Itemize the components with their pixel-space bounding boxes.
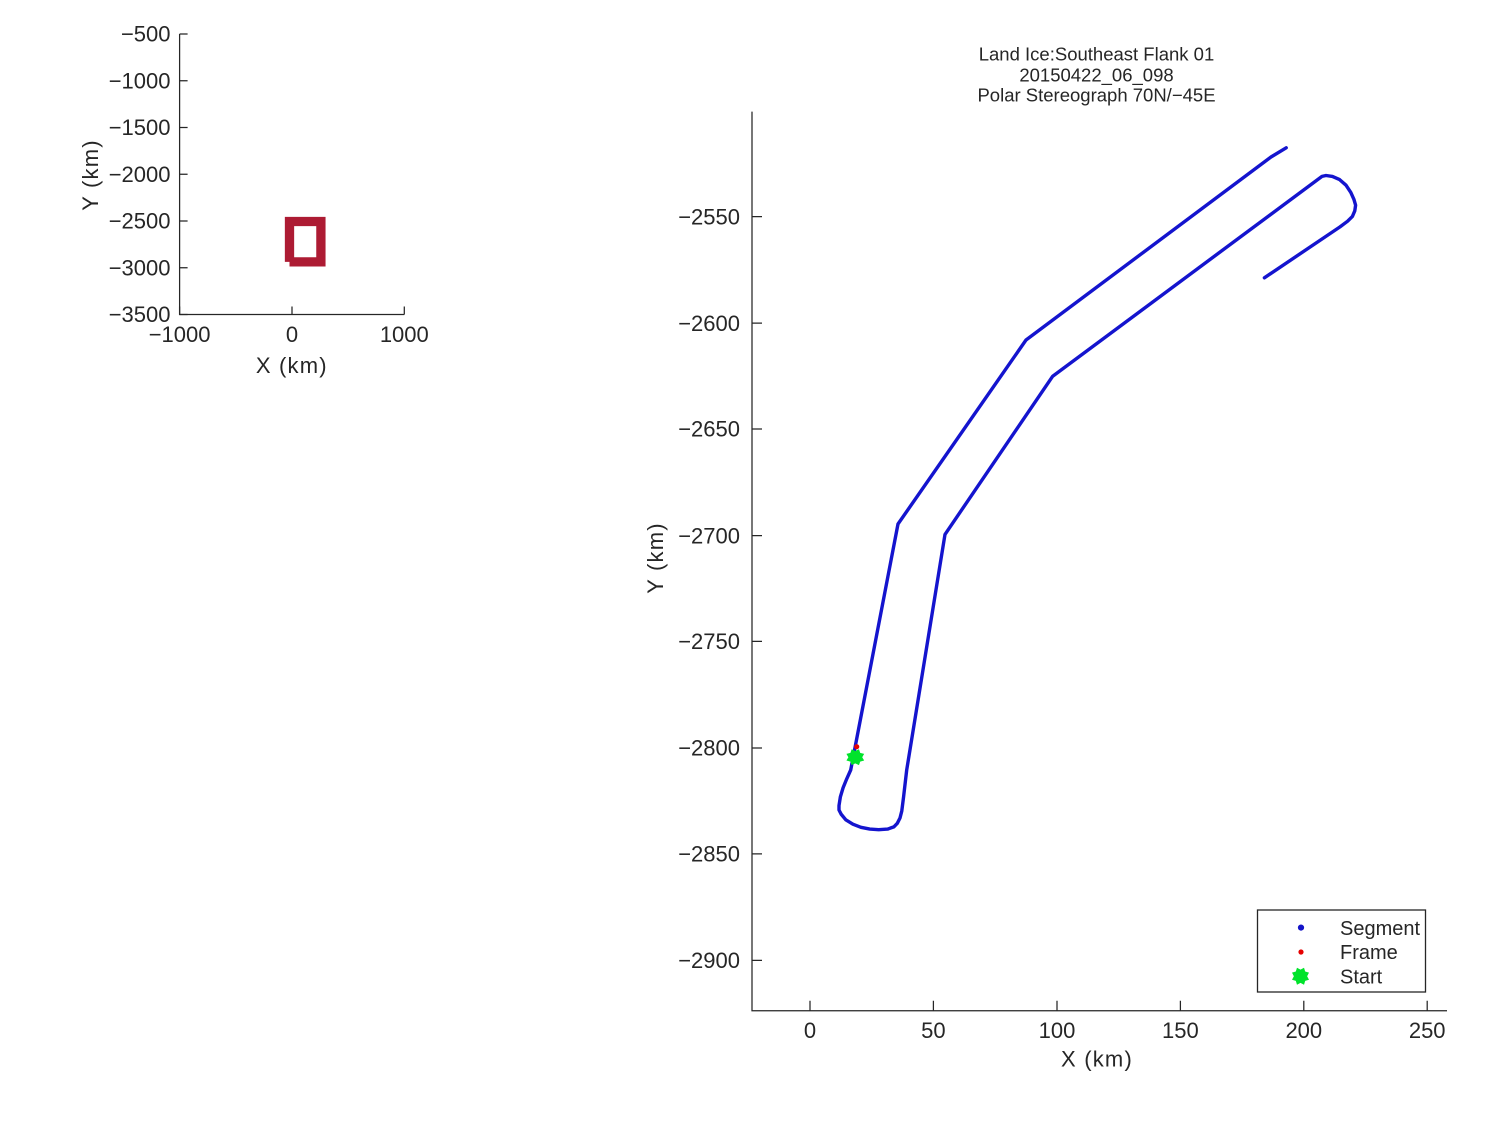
svg-text:Frame: Frame	[1340, 942, 1398, 964]
svg-text:−500: −500	[121, 22, 171, 47]
svg-text:−2500: −2500	[109, 209, 171, 234]
svg-text:Y (km): Y (km)	[78, 139, 103, 211]
svg-text:−2600: −2600	[678, 311, 740, 336]
svg-text:250: 250	[1409, 1018, 1446, 1043]
svg-text:−2550: −2550	[678, 204, 740, 229]
svg-text:−2850: −2850	[678, 842, 740, 867]
svg-text:0: 0	[804, 1018, 816, 1043]
svg-text:20150422_06_098: 20150422_06_098	[1019, 64, 1173, 86]
svg-text:150: 150	[1162, 1018, 1199, 1043]
svg-text:Land Ice:Southeast Flank 01: Land Ice:Southeast Flank 01	[979, 44, 1215, 65]
svg-text:Y (km): Y (km)	[643, 522, 668, 594]
svg-text:−2000: −2000	[109, 162, 171, 187]
svg-text:100: 100	[1039, 1018, 1076, 1043]
svg-text:−1000: −1000	[149, 322, 211, 347]
svg-text:200: 200	[1285, 1018, 1322, 1043]
svg-text:−3500: −3500	[109, 302, 171, 327]
svg-text:−2750: −2750	[678, 629, 740, 654]
svg-text:0: 0	[286, 322, 298, 347]
svg-text:−1500: −1500	[109, 115, 171, 140]
svg-text:X (km): X (km)	[1061, 1047, 1133, 1072]
svg-text:Polar Stereograph 70N/−45E: Polar Stereograph 70N/−45E	[977, 85, 1215, 106]
svg-text:Start: Start	[1340, 967, 1383, 989]
svg-text:X (km): X (km)	[256, 353, 328, 378]
svg-text:−3000: −3000	[109, 255, 171, 280]
svg-text:−2650: −2650	[678, 417, 740, 442]
svg-text:−2900: −2900	[678, 948, 740, 973]
svg-text:Segment: Segment	[1340, 918, 1420, 940]
svg-text:50: 50	[921, 1018, 945, 1043]
svg-text:−1000: −1000	[109, 68, 171, 93]
svg-text:1000: 1000	[380, 322, 429, 347]
svg-text:−2800: −2800	[678, 736, 740, 761]
svg-text:−2700: −2700	[678, 523, 740, 548]
